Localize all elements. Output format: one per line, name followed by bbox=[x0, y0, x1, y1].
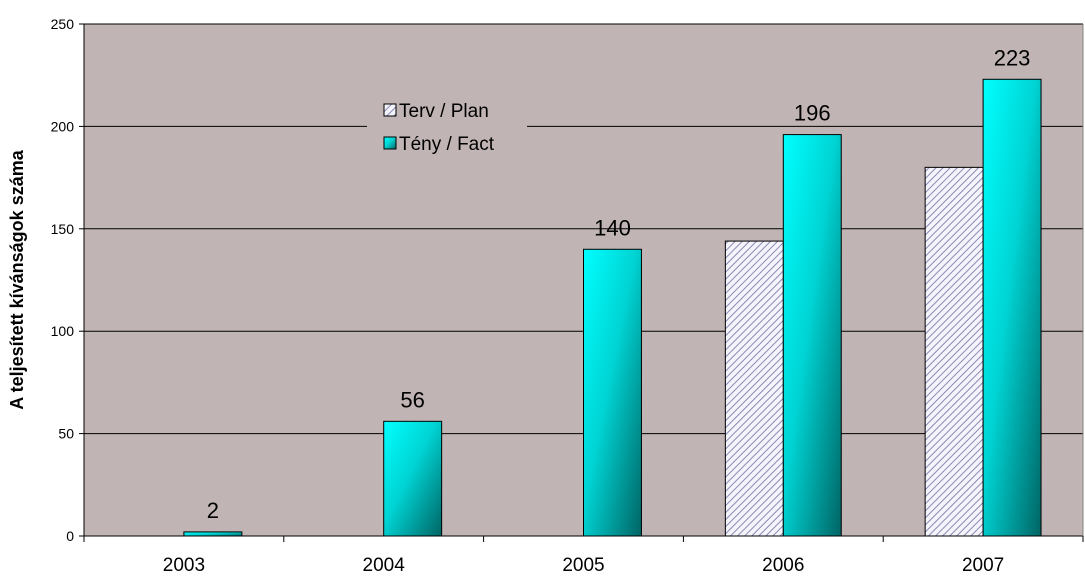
data-label: 140 bbox=[594, 215, 631, 240]
legend-label-fact: Tény / Fact bbox=[399, 134, 495, 155]
data-label: 56 bbox=[400, 387, 424, 412]
x-tick-label: 2006 bbox=[762, 555, 804, 576]
data-label: 196 bbox=[794, 101, 831, 126]
legend-swatch-plan bbox=[383, 103, 397, 117]
x-tick-label: 2005 bbox=[562, 555, 604, 576]
y-tick-label: 100 bbox=[51, 323, 75, 339]
y-tick-label: 0 bbox=[66, 528, 74, 544]
axes bbox=[79, 23, 1084, 542]
x-tick-label: 2007 bbox=[962, 555, 1004, 576]
y-tick-label: 50 bbox=[58, 426, 74, 442]
bar-fact bbox=[583, 248, 642, 537]
y-tick-label: 200 bbox=[51, 118, 75, 134]
y-tick-label: 250 bbox=[51, 16, 75, 32]
legend: Terv / Plan Tény / Fact bbox=[367, 93, 527, 161]
bar-fact bbox=[183, 531, 243, 537]
labels: 0 50 100 150 200 250 2003 2 2004 56 2005 140 2006 196… bbox=[51, 16, 1031, 576]
bars bbox=[183, 78, 1042, 537]
bar-plan bbox=[724, 240, 784, 537]
legend-swatch-fact bbox=[383, 136, 397, 150]
bar-fact bbox=[383, 420, 443, 537]
data-label: 2 bbox=[207, 498, 219, 523]
y-axis-title: A teljesített kívánságok száma bbox=[7, 149, 27, 409]
x-tick-label: 2003 bbox=[163, 555, 205, 576]
bar-fact bbox=[782, 134, 842, 537]
data-label: 223 bbox=[994, 45, 1031, 70]
bar-fact bbox=[982, 78, 1042, 537]
legend-label-plan: Terv / Plan bbox=[399, 101, 489, 122]
y-tick-label: 150 bbox=[51, 221, 75, 237]
bar-plan bbox=[924, 166, 984, 537]
x-tick-label: 2004 bbox=[363, 555, 406, 576]
